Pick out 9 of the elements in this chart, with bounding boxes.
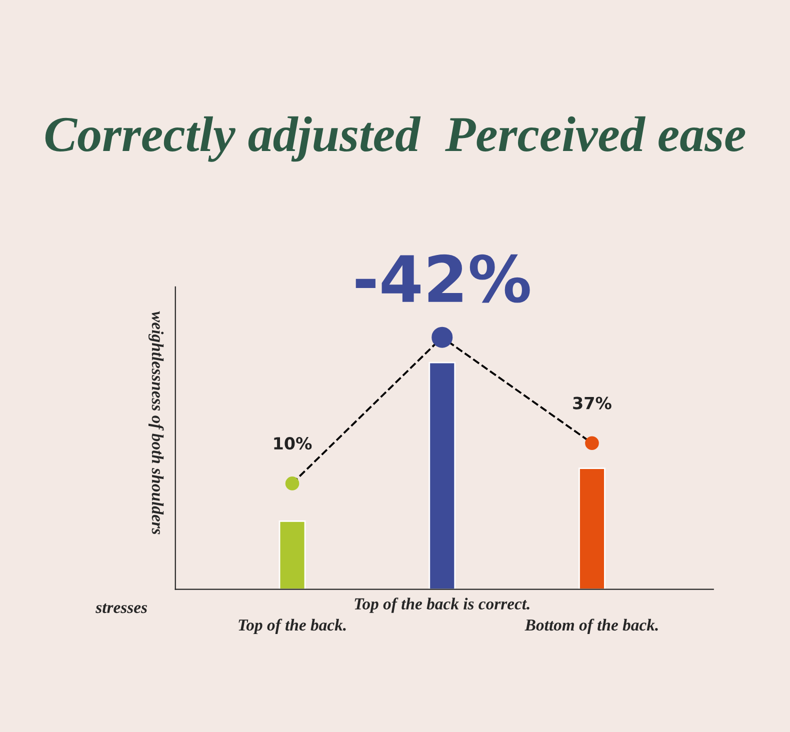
x-axis-title: stresses (96, 604, 147, 614)
chart-title: Correctly adjusted Perceived ease (45, 116, 746, 162)
x-tick-label: Top of the back is correct. (354, 598, 530, 613)
x-tick-label: Bottom of the back. (524, 618, 658, 634)
y-axis-title: weightlessness of both shoulders (148, 311, 164, 534)
annotation: -42% (356, 254, 530, 303)
annotation: 10% (274, 437, 312, 450)
annotation: 37% (573, 396, 612, 410)
x-tick-label: Top of the back. (238, 618, 346, 634)
